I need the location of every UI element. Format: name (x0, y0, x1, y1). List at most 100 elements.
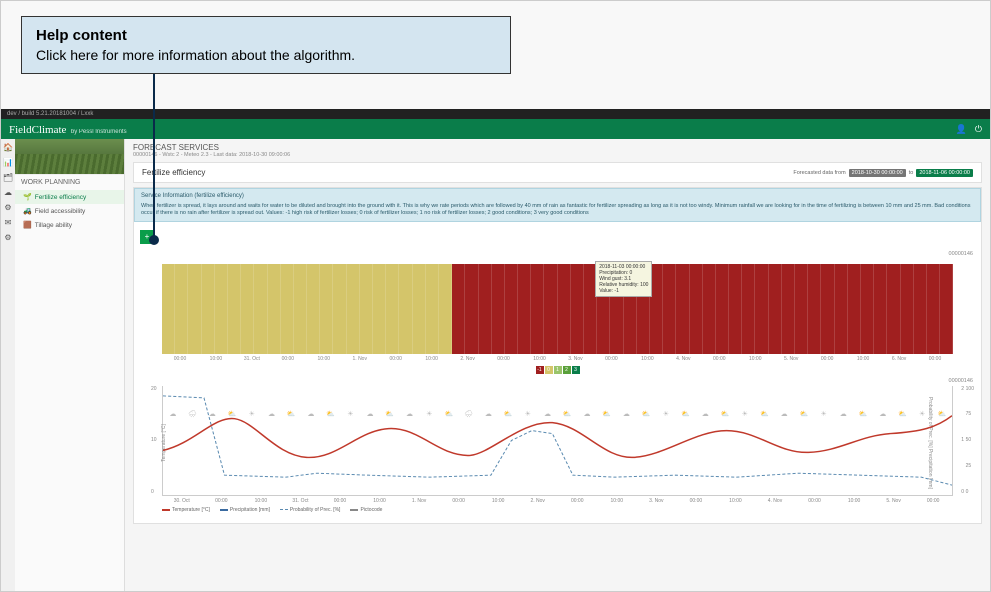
bar-segment (663, 264, 676, 354)
weather-icon: 🌧 (459, 410, 479, 418)
bar-segment (215, 264, 228, 354)
callout-dot (149, 235, 159, 245)
legend-item: Temperature [°C] (162, 507, 210, 513)
bar-segment (676, 264, 689, 354)
sidebar: Wstc 2 / 00000146 WORK PLANNING 🌱Fertili… (15, 139, 125, 591)
bar-segment (835, 264, 848, 354)
legend-box: 0 (545, 366, 553, 374)
legend-item: Probability of Prec. [%] (280, 507, 341, 513)
page-title: FORECAST SERVICES (133, 143, 982, 152)
station-label: Wstc 2 / 00000146 (19, 164, 75, 172)
callout-text: Click here for more information about th… (36, 47, 496, 63)
legend-box: -1 (536, 366, 544, 374)
sidebar-item[interactable]: 🟫Tillage ability (15, 218, 124, 232)
bar-x-axis: 00:0010:0031. Oct00:0010:001. Nov00:0010… (162, 356, 953, 362)
forecast-range: Forecasted data from 2018-10-30 00:00:00… (793, 169, 973, 177)
weather-icon: ☀ (242, 410, 262, 418)
sidebar-section-title: WORK PLANNING (15, 174, 124, 190)
bar-segment (202, 264, 215, 354)
bar-segment (716, 264, 729, 354)
bar-segment (703, 264, 716, 354)
legend-box: 3 (572, 366, 580, 374)
bar-segment (848, 264, 861, 354)
y-right-ticks: 210 (961, 386, 964, 495)
weather-icon: ⛅ (281, 410, 301, 418)
weather-icon: ☀ (340, 410, 360, 418)
weather-icon: ☀ (518, 410, 538, 418)
bar-segment (268, 264, 281, 354)
bar-segment (690, 264, 703, 354)
bar-segment (228, 264, 241, 354)
rail-icon[interactable]: ⚙ (4, 233, 11, 242)
chart-id-2: 00000146 (142, 378, 973, 384)
sidebar-item[interactable]: 🚜Field accessibility (15, 204, 124, 218)
bar-segment (333, 264, 346, 354)
topbar-actions: 👤 ⏻ (956, 124, 982, 135)
line-svg (163, 386, 952, 495)
power-icon[interactable]: ⏻ (975, 124, 982, 135)
bar-segment (399, 264, 412, 354)
station-thumbnail[interactable]: Wstc 2 / 00000146 (15, 139, 124, 174)
bar-segment (175, 264, 188, 354)
brand-sub: by Pessl Instruments (71, 129, 127, 135)
weather-icon: ⛅ (853, 410, 873, 418)
bar-segment (294, 264, 307, 354)
weather-icon: ☁ (873, 410, 893, 418)
weather-icon: ☁ (400, 410, 420, 418)
bar-segment (729, 264, 742, 354)
legend-box: 1 (554, 366, 562, 374)
bar-segment (281, 264, 294, 354)
weather-icon: ⛅ (321, 410, 341, 418)
info-title: Service Information (fertilize efficienc… (141, 193, 974, 201)
bar-segment (386, 264, 399, 354)
rail-icon[interactable]: 🗂 (3, 173, 13, 182)
rail-icon[interactable]: ☁ (4, 188, 12, 197)
brand: FieldClimate by Pessl Instruments (9, 120, 127, 138)
rail-icon[interactable]: ⚙ (4, 203, 11, 212)
weather-icon: ☁ (833, 410, 853, 418)
bar-segment (320, 264, 333, 354)
rail-icon[interactable]: 📊 (3, 158, 13, 167)
bar-segment (452, 264, 465, 354)
bar-segment (755, 264, 768, 354)
weather-icon: ⛅ (715, 410, 735, 418)
weather-icon: ⛅ (794, 410, 814, 418)
weather-icon: ⛅ (380, 410, 400, 418)
y-right2-ticks: 1007550250 (966, 386, 974, 495)
bar-segment (518, 264, 531, 354)
rail-icon[interactable]: 🏠 (3, 143, 13, 152)
sidebar-item-icon: 🚜 (23, 207, 32, 215)
sidebar-item[interactable]: 🌱Fertilize efficiency (15, 190, 124, 204)
efficiency-chart: 00000146 2018-11-03 00:00:00 Precipitati… (134, 248, 981, 519)
bar-segment (901, 264, 914, 354)
bar-segment (439, 264, 452, 354)
bar-segment (188, 264, 201, 354)
y-left-ticks: 20100 (151, 386, 157, 495)
bar-segment (254, 264, 267, 354)
bar-segment (162, 264, 175, 354)
line-x-axis: 30. Oct00:0010:0031. Oct00:0010:001. Nov… (162, 498, 953, 504)
weather-icon: ☁ (163, 410, 183, 418)
weather-icon: ⛅ (439, 410, 459, 418)
weather-icon: ☁ (695, 410, 715, 418)
weather-icon: ☁ (538, 410, 558, 418)
weather-icon: ☀ (656, 410, 676, 418)
user-icon[interactable]: 👤 (956, 124, 967, 135)
rail-icon[interactable]: ✉ (5, 218, 12, 227)
weather-icon: ⛅ (893, 410, 913, 418)
legend-item: Precipitation [mm] (220, 507, 270, 513)
bar-segment (769, 264, 782, 354)
weather-icon: ☀ (419, 410, 439, 418)
service-body-card: Service Information (fertilize efficienc… (133, 187, 982, 524)
bar-segment (544, 264, 557, 354)
page-header: FORECAST SERVICES 00000146 - Wstc 2 - Me… (133, 143, 982, 158)
weather-chart: Temperature [°C] Probability of Prec. [%… (162, 386, 953, 496)
weather-icon: ☀ (814, 410, 834, 418)
weather-icon: ☁ (202, 410, 222, 418)
forecast-from-badge: 2018-10-30 00:00:00 (849, 169, 906, 177)
weather-icon: ⛅ (676, 410, 696, 418)
sidebar-item-label: Tillage ability (35, 222, 72, 229)
brand-main: FieldClimate (9, 124, 66, 136)
bar-segment (479, 264, 492, 354)
weather-icon: ⛅ (597, 410, 617, 418)
